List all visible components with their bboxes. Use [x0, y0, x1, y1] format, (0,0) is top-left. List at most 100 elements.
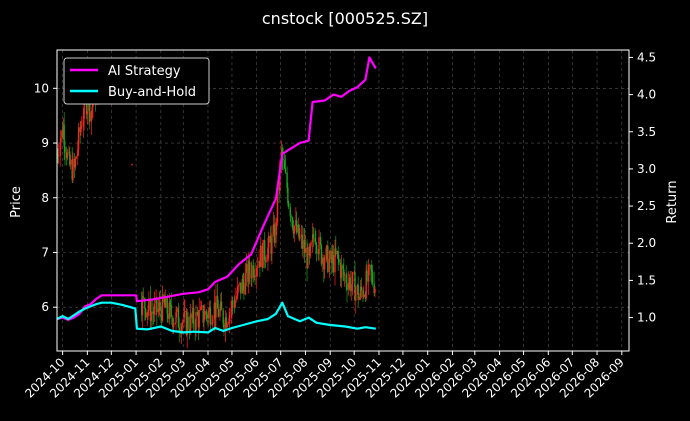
candle-body: [200, 306, 202, 311]
candle-body: [66, 152, 69, 159]
candle-body: [334, 248, 336, 273]
candle-body: [216, 295, 219, 309]
candle-body: [297, 224, 299, 233]
candle-body: [240, 282, 242, 294]
y-right-tick-label: 4.0: [637, 88, 656, 102]
candle-body: [300, 234, 303, 237]
candle-body: [213, 302, 216, 320]
candle-body: [267, 247, 269, 262]
candle-body: [359, 286, 362, 297]
candle-body: [166, 296, 168, 314]
candle-body: [57, 155, 60, 157]
candle-body: [228, 322, 230, 324]
candle-body: [236, 296, 238, 300]
candle-body: [355, 290, 357, 301]
candle-body: [79, 127, 81, 133]
candle-body: [319, 237, 322, 246]
candle-body: [264, 259, 267, 262]
candle-body: [351, 272, 354, 284]
candle-body: [250, 273, 252, 279]
series-line-ai-strategy: [56, 56, 377, 321]
candle-body: [219, 309, 221, 317]
candle-body: [292, 228, 295, 235]
candle-body: [209, 307, 212, 325]
candle-body: [195, 312, 197, 330]
candle-body: [328, 259, 331, 272]
candle-body: [176, 308, 178, 313]
candle-body: [194, 324, 196, 330]
candle-body: [325, 247, 327, 261]
candle-body: [192, 307, 194, 319]
candle-body: [180, 325, 183, 334]
candle-body: [86, 111, 89, 115]
candle-body: [314, 237, 316, 242]
candle-body: [276, 187, 279, 223]
candle-body: [75, 156, 77, 159]
candle-body: [230, 308, 232, 312]
series-lines: [56, 56, 377, 334]
candle-body: [295, 220, 297, 226]
candle-body: [248, 261, 251, 274]
candle-body: [284, 168, 287, 173]
candle-body: [157, 308, 160, 313]
candle-body: [186, 316, 188, 335]
candle-body: [203, 319, 205, 323]
candle-body: [243, 283, 245, 295]
candle-body: [88, 99, 90, 112]
candle-body: [262, 239, 264, 268]
y-right-tick-label: 4.5: [637, 50, 656, 64]
candle-body: [362, 290, 364, 297]
candle-body: [326, 246, 328, 248]
candle-body: [144, 308, 147, 318]
candle-body: [64, 146, 66, 153]
candle-body: [303, 240, 305, 249]
candle-body: [323, 257, 325, 270]
candle-body: [360, 286, 363, 291]
candle-body: [310, 242, 312, 246]
candle-body: [164, 302, 166, 308]
candle-body: [287, 202, 290, 207]
candle-body: [245, 263, 248, 274]
candle-body: [62, 124, 65, 138]
candle-body: [312, 234, 315, 238]
candle-body: [348, 277, 351, 283]
candle-body: [315, 241, 317, 246]
candle-body: [293, 225, 295, 235]
series-line-buy-and-hold: [56, 301, 376, 334]
candle-body: [160, 310, 163, 321]
candle-body: [220, 301, 222, 310]
candle-body: [318, 237, 320, 255]
candle-body: [69, 151, 71, 165]
y-right-tick-label: 2.5: [637, 199, 656, 213]
candle-body: [295, 220, 298, 233]
candle-body: [289, 206, 291, 216]
candle-body: [225, 317, 228, 328]
candle-body: [153, 303, 156, 315]
candle-body: [291, 217, 294, 229]
candle-body: [144, 297, 146, 309]
y-axis-right-label: Return: [665, 180, 680, 223]
candle-body: [178, 327, 180, 331]
candle-body: [206, 314, 208, 319]
candle-body: [248, 261, 250, 282]
candle-body: [197, 315, 200, 328]
candle-body: [329, 250, 331, 260]
candle-body: [141, 296, 144, 316]
plot-frame: [56, 49, 630, 352]
candle-body: [202, 305, 204, 323]
y-left-tick-label: 7: [41, 245, 49, 259]
candle-body: [336, 250, 339, 255]
candle-body: [172, 323, 175, 328]
candle-body: [204, 311, 206, 320]
candle-body: [159, 302, 161, 311]
candle-body: [183, 311, 185, 323]
candle-body: [152, 313, 155, 315]
candle-body: [270, 242, 272, 254]
candle-body: [168, 301, 171, 319]
candle-body: [200, 305, 203, 307]
candle-body: [363, 294, 365, 297]
y-right-tick-label: 1.0: [637, 311, 656, 325]
candle-body: [337, 250, 339, 260]
